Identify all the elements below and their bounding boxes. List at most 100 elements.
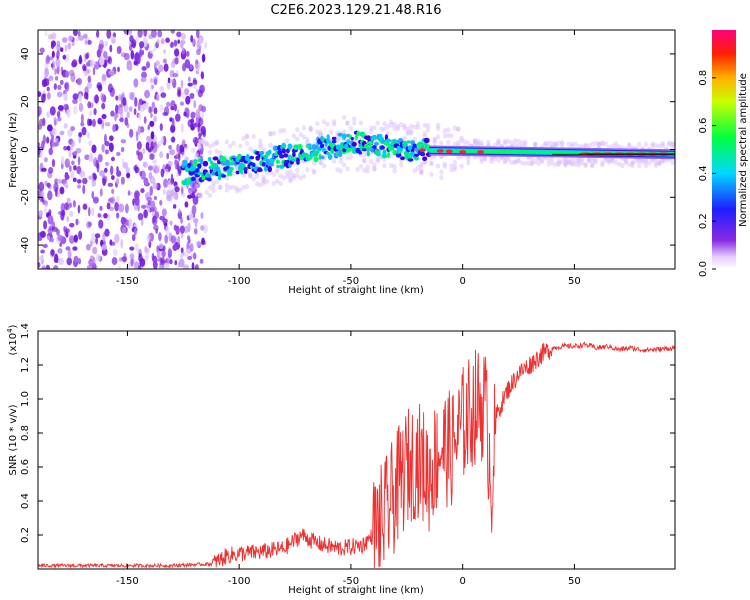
noise-speck [78,93,82,103]
signal-peak [459,150,467,154]
noise-speck [184,143,188,149]
signal-halo [288,173,293,179]
noise-speck [69,211,74,217]
signal-halo [660,159,665,165]
signal-halo [214,179,220,185]
signal-halo [670,143,675,150]
signal-halo [586,158,592,164]
noise-speck [112,248,118,257]
noise-speck [192,79,198,85]
noise-speck [96,49,102,58]
noise-speck [107,83,113,93]
noise-speck [110,110,115,117]
signal-blob [335,144,341,151]
signal-halo [271,130,277,137]
signal-halo [523,139,528,145]
signal-halo [217,150,223,156]
noise-speck [187,255,193,261]
signal-halo [593,140,598,147]
snr-y-tick-label: 0.8 [20,425,31,441]
noise-speck [187,194,192,199]
signal-halo [486,139,491,145]
noise-speck [168,144,172,150]
signal-halo [352,120,357,126]
noise-speck [63,145,68,151]
noise-speck [91,144,97,154]
noise-speck [203,224,208,234]
noise-speck [54,68,57,75]
signal-blob [261,161,266,167]
signal-halo [331,119,337,125]
noise-speck [92,246,98,255]
signal-halo [603,141,608,147]
signal-halo [388,163,394,169]
noise-speck [90,240,93,247]
signal-halo [238,143,243,149]
noise-speck [53,83,57,91]
noise-speck [146,233,151,244]
signal-halo [657,159,662,166]
signal-halo [204,189,209,195]
signal-blob [406,140,411,144]
noise-speck [47,215,54,225]
signal-halo [539,158,545,165]
signal-halo [261,178,266,184]
noise-speck [186,235,191,241]
snr-y-tick-label: 1.2 [20,357,31,373]
signal-halo [643,159,649,165]
signal-halo [285,173,290,179]
noise-speck [101,73,107,82]
signal-blob [190,176,196,182]
noise-speck [70,170,75,180]
noise-speck [81,126,87,136]
noise-speck [164,234,168,244]
signal-halo [496,157,501,163]
noise-speck [43,206,47,216]
noise-speck [88,206,91,217]
signal-halo [194,184,199,190]
noise-speck [65,231,69,238]
signal-halo [207,149,213,155]
snr-scale-prefix: (x10 [8,333,19,356]
noise-speck [169,259,173,265]
signal-blob [243,167,248,172]
noise-speck [162,245,166,252]
noise-speck [56,91,63,98]
noise-speck [73,165,77,171]
noise-speck [136,141,142,150]
signal-halo [643,157,649,163]
noise-speck [176,172,180,177]
signal-halo [452,141,458,147]
noise-speck [89,110,93,116]
noise-speck [178,258,185,268]
signal-halo [653,160,659,166]
noise-speck [67,129,73,137]
signal-blob [226,172,233,177]
noise-speck [67,42,72,50]
signal-halo [254,173,260,179]
signal-halo [429,160,434,166]
noise-speck [91,178,97,187]
signal-halo [566,141,572,147]
signal-halo [181,192,186,198]
noise-speck [107,56,113,65]
noise-speck [172,243,178,252]
noise-speck [189,92,195,100]
noise-speck [143,209,148,219]
signal-halo [533,142,538,148]
signal-halo [399,162,404,168]
signal-halo [566,159,572,166]
signal-halo [419,169,424,176]
noise-speck [38,181,45,192]
noise-speck [57,116,62,122]
signal-halo [422,133,427,139]
signal-halo [576,143,582,149]
signal-blob [414,153,420,157]
signal-halo [184,145,189,151]
signal-halo [449,163,454,169]
signal-halo [228,184,233,190]
signal-halo [402,135,407,142]
signal-halo [274,167,280,173]
noise-speck [153,206,157,213]
noise-speck [163,49,166,54]
